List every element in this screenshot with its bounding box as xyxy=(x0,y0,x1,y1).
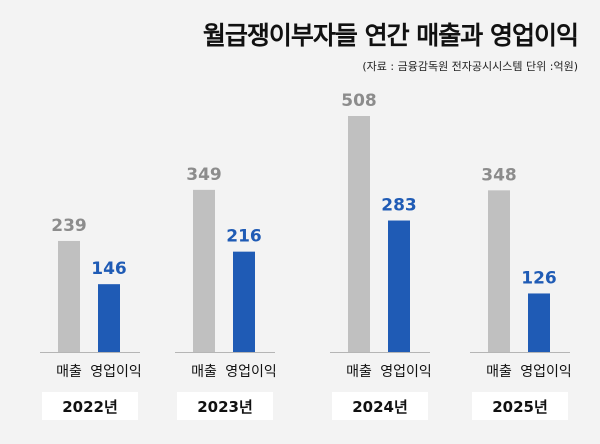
data-label: 216 xyxy=(226,227,262,247)
year-box xyxy=(42,392,138,420)
chart-subtitle: (자료 : 금융감독원 전자공시시스템 단위 :억원) xyxy=(362,60,578,73)
bar-revenue xyxy=(193,189,215,352)
category-label: 2025년 xyxy=(492,398,548,416)
bar-operating-profit xyxy=(528,293,550,352)
series-label: 영업이익 xyxy=(90,364,142,380)
bar-revenue xyxy=(488,190,510,352)
data-label: 348 xyxy=(481,165,517,185)
data-label: 146 xyxy=(91,259,127,279)
data-label: 508 xyxy=(341,91,377,111)
year-box xyxy=(332,392,428,420)
bar-operating-profit xyxy=(388,220,410,352)
bar-revenue xyxy=(58,240,80,352)
bar-revenue xyxy=(348,116,370,352)
series-label: 영업이익 xyxy=(380,364,432,380)
series-label: 매출 xyxy=(56,364,82,380)
chart-title: 월급쟁이부자들 연간 매출과 영업이익 xyxy=(202,21,579,50)
series-label: 영업이익 xyxy=(520,364,572,380)
data-label: 349 xyxy=(186,165,222,185)
year-box xyxy=(177,392,273,420)
data-label: 126 xyxy=(521,268,557,288)
data-label: 283 xyxy=(381,196,417,216)
category-label: 2024년 xyxy=(352,398,408,416)
year-box xyxy=(472,392,568,420)
series-label: 매출 xyxy=(191,364,217,380)
data-label: 239 xyxy=(51,216,87,236)
series-label: 영업이익 xyxy=(225,364,277,380)
bar-operating-profit xyxy=(98,284,120,352)
category-label: 2022년 xyxy=(62,398,118,416)
category-label: 2023년 xyxy=(197,398,253,416)
series-label: 매출 xyxy=(346,364,372,380)
series-label: 매출 xyxy=(486,364,512,380)
bar-operating-profit xyxy=(233,251,255,352)
